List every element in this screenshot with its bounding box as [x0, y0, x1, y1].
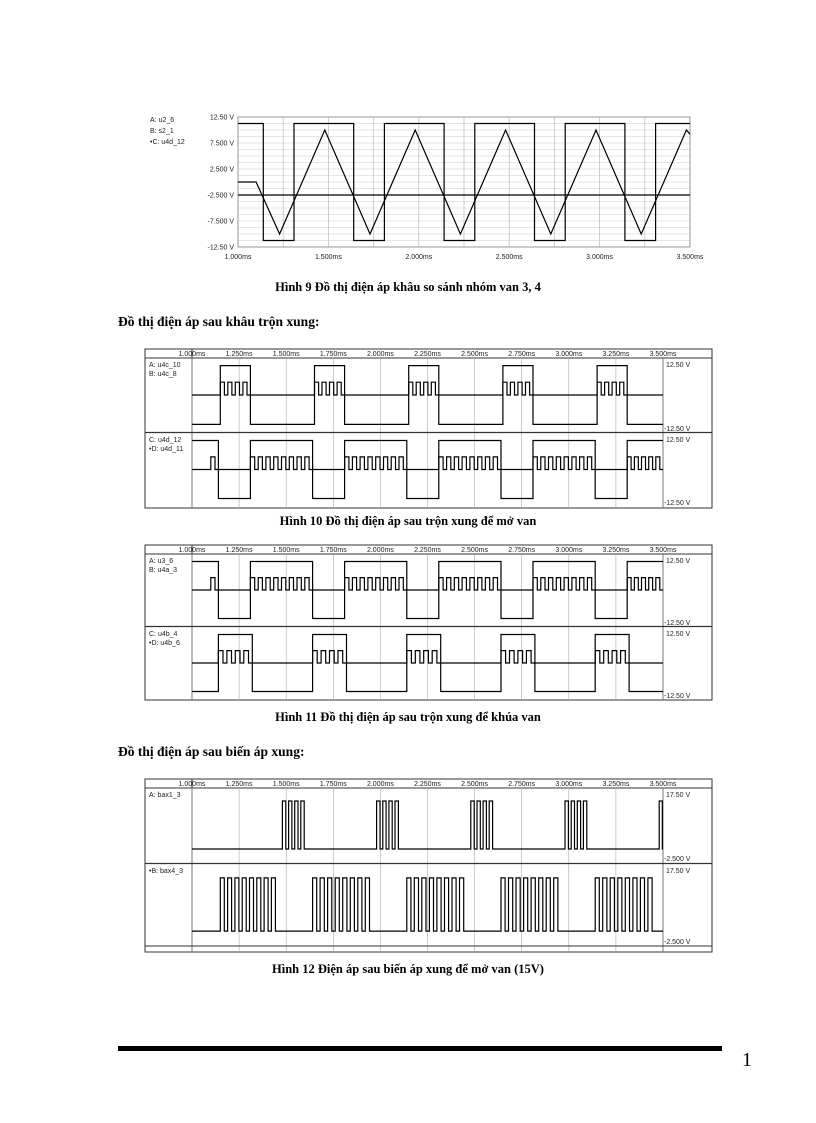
series-trace — [192, 650, 663, 664]
x-tick-label: 1.000ms — [179, 781, 206, 788]
x-tick-label: 2.500ms — [461, 351, 488, 358]
figure-10-caption: Hình 10 Đồ thị điện áp sau trộn xung để … — [279, 514, 537, 528]
figure-10-chart: 1.000ms 1.250ms 1.500ms 1.750ms 2.000ms 2.250… — [144, 348, 713, 509]
x-tick-label: 1.000ms — [225, 254, 252, 261]
legend-entry: A: u4c_10 — [149, 362, 181, 369]
footer-rule — [118, 1046, 722, 1051]
legend-entry: •D: u4d_11 — [149, 446, 183, 453]
legend-entry: B: u4c_8 — [149, 371, 177, 378]
x-tick-label: 3.500ms — [650, 351, 677, 358]
series-trace — [238, 122, 690, 242]
legend-entry: A: bax1_3 — [149, 792, 181, 799]
x-tick-label: 2.750ms — [508, 351, 535, 358]
y-tick-label: 2.500 V — [210, 167, 234, 174]
y-bottom-label: -12.50 V — [664, 620, 691, 627]
series-trace — [192, 877, 663, 932]
x-tick-label: 2.500ms — [496, 254, 523, 261]
y-tick-label: 7.500 V — [210, 141, 234, 148]
legend-entry: C: u4d_12 — [149, 437, 181, 444]
legend-entry: •B: bax4_3 — [149, 868, 183, 875]
y-top-label: 12.50 V — [666, 437, 690, 444]
x-tick-label: 1.250ms — [226, 351, 253, 358]
x-tick-label: 2.250ms — [414, 351, 441, 358]
y-top-label: 12.50 V — [666, 558, 690, 565]
y-top-label: 12.50 V — [666, 362, 690, 369]
page-number: 1 — [742, 1049, 752, 1071]
x-tick-label: 1.500ms — [273, 351, 300, 358]
y-tick-label: -2.500 V — [208, 193, 235, 200]
y-bottom-label: -12.50 V — [664, 500, 691, 507]
x-tick-label: 1.500ms — [273, 781, 300, 788]
y-bottom-label: -2.500 V — [664, 939, 691, 946]
y-tick-label: 12.50 V — [210, 115, 234, 122]
x-tick-label: 3.500ms — [650, 547, 677, 554]
y-bottom-label: -2.500 V — [664, 856, 691, 863]
figure-12-caption: Hình 12 Điện áp sau biến áp xung để mở v… — [272, 962, 544, 976]
x-tick-label: 3.500ms — [677, 254, 704, 261]
x-tick-label: 1.750ms — [320, 547, 347, 554]
x-tick-label: 2.250ms — [414, 781, 441, 788]
legend-entry: •C: u4d_12 — [150, 139, 185, 146]
x-tick-label: 1.250ms — [226, 547, 253, 554]
y-tick-label: -7.500 V — [208, 219, 235, 226]
figure-11-chart: 1.000ms 1.250ms 1.500ms 1.750ms 2.000ms 2.250… — [144, 544, 713, 701]
legend-entry: A: u2_6 — [150, 117, 174, 124]
x-tick-label: 3.250ms — [602, 351, 629, 358]
x-tick-label: 3.000ms — [555, 781, 582, 788]
x-tick-label: 3.000ms — [555, 547, 582, 554]
y-top-label: 17.50 V — [666, 792, 690, 799]
x-tick-label: 2.500ms — [461, 547, 488, 554]
x-tick-label: 1.750ms — [320, 351, 347, 358]
x-tick-label: 1.750ms — [320, 781, 347, 788]
x-tick-label: 1.250ms — [226, 781, 253, 788]
legend-entry: B: u4a_3 — [149, 567, 177, 574]
scope-frame — [144, 544, 713, 701]
figure-9-chart: 12.50 V 7.500 V 2.500 V -2.500 V -7.500 V -12… — [150, 115, 704, 262]
y-tick-label: -12.50 V — [208, 245, 235, 252]
x-tick-label: 2.000ms — [367, 781, 394, 788]
legend-entry: •D: u4b_6 — [149, 640, 180, 647]
legend-entry: A: u3_6 — [149, 558, 173, 565]
x-tick-label: 1.500ms — [315, 254, 342, 261]
figure-12-chart: 1.000ms 1.250ms 1.500ms 1.750ms 2.000ms 2.250… — [144, 778, 713, 953]
x-tick-label: 3.500ms — [650, 781, 677, 788]
series-trace — [238, 128, 691, 236]
x-tick-label: 3.000ms — [555, 351, 582, 358]
figure-11-caption: Hình 11 Đồ thị điện áp sau trộn xung để … — [275, 710, 541, 724]
series-trace — [192, 577, 663, 591]
y-top-label: 12.50 V — [666, 631, 690, 638]
y-bottom-label: -12.50 V — [664, 693, 691, 700]
figure-9-caption: Hình 9 Đồ thị điện áp khâu so sánh nhóm … — [275, 280, 541, 294]
scope-frame — [144, 348, 713, 509]
section-heading-transformer: Đồ thị điện áp sau biến áp xung: — [118, 744, 305, 759]
x-tick-label: 3.250ms — [602, 547, 629, 554]
x-tick-label: 2.250ms — [414, 547, 441, 554]
section-heading-mixing: Đồ thị điện áp sau khâu trộn xung: — [118, 314, 320, 329]
x-tick-label: 2.500ms — [461, 781, 488, 788]
x-tick-label: 3.250ms — [602, 781, 629, 788]
legend-entry: C: u4b_4 — [149, 631, 178, 638]
scope-frame — [144, 778, 713, 953]
y-top-label: 17.50 V — [666, 868, 690, 875]
x-tick-label: 2.000ms — [367, 547, 394, 554]
x-tick-label: 2.750ms — [508, 781, 535, 788]
x-tick-label: 1.000ms — [179, 547, 206, 554]
x-tick-label: 1.000ms — [179, 351, 206, 358]
x-tick-label: 2.750ms — [508, 547, 535, 554]
series-trace — [192, 456, 663, 471]
legend-entry: B: s2_1 — [150, 128, 174, 135]
x-tick-label: 3.000ms — [586, 254, 613, 261]
x-tick-label: 2.000ms — [367, 351, 394, 358]
series-trace — [192, 381, 663, 396]
y-bottom-label: -12.50 V — [664, 426, 691, 433]
x-tick-label: 1.500ms — [273, 547, 300, 554]
x-tick-label: 2.000ms — [405, 254, 432, 261]
series-trace — [192, 800, 663, 850]
